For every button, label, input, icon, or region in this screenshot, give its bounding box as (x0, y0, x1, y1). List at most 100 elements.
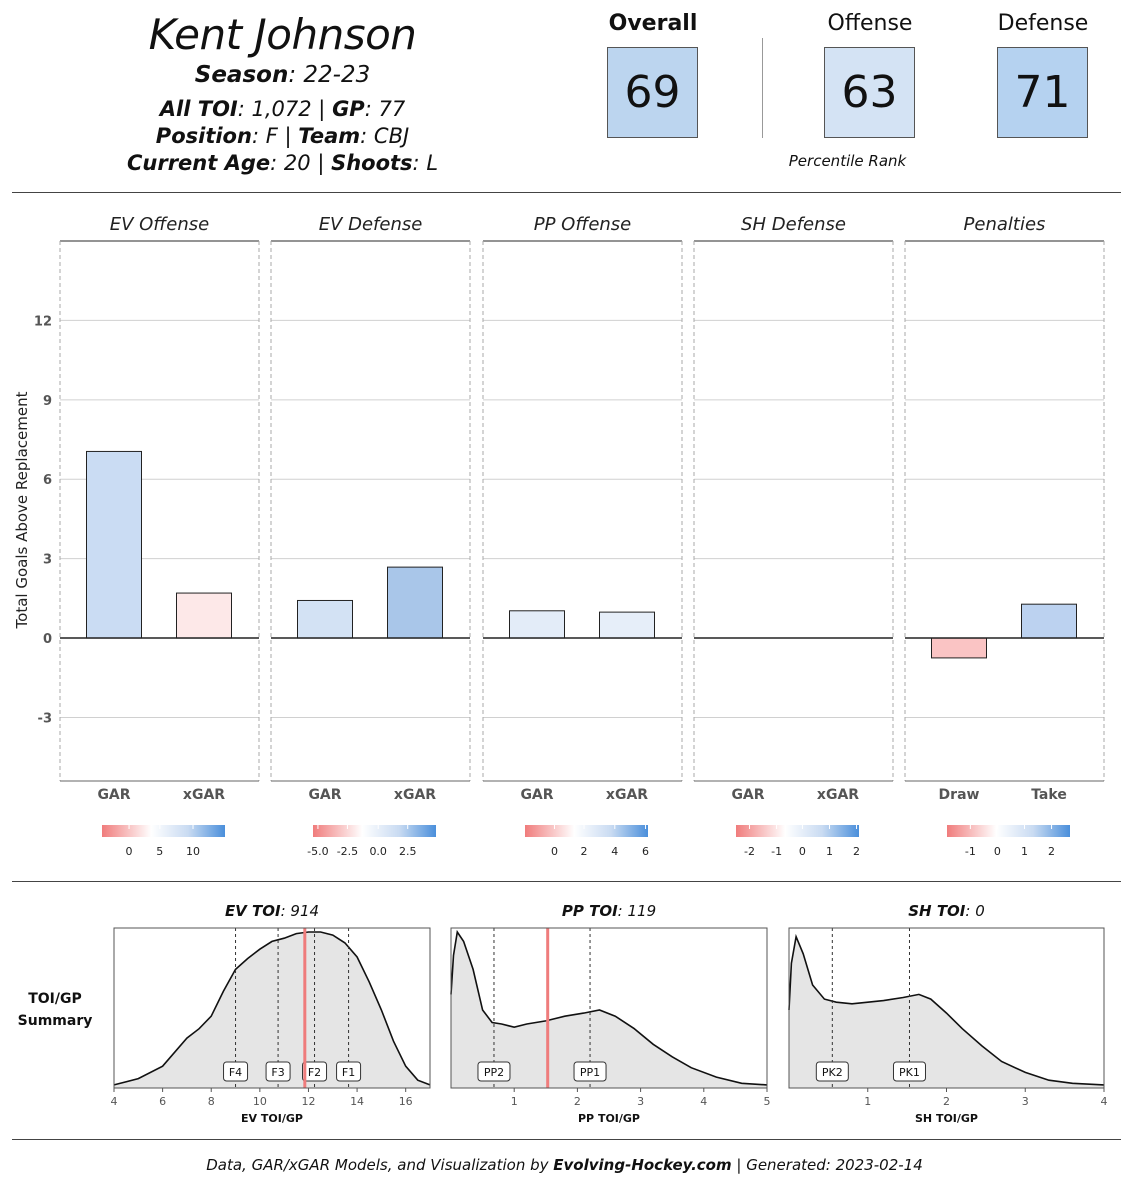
x-tick-label: 4 (111, 1095, 118, 1108)
marker-label: PK2 (822, 1066, 843, 1079)
x-tick-label: 3 (1022, 1095, 1029, 1108)
x-tick-label: 10 (253, 1095, 267, 1108)
x-tick-label: 12 (301, 1095, 315, 1108)
scale-tick-label: 0 (994, 845, 1001, 858)
color-scale-bar (102, 825, 225, 837)
defense-rank-label: Defense (997, 11, 1089, 36)
density-line (788, 933, 1105, 1086)
x-tick-label: 14 (350, 1095, 364, 1108)
x-tick-label: 1 (864, 1095, 871, 1108)
scale-tick-label: 0 (799, 845, 806, 858)
toi-panel-title: PP TOI: 119 (562, 902, 656, 920)
marker-label-box (336, 1061, 362, 1082)
toi-title-label: SH TOI (908, 902, 966, 920)
facet-panel: EV Offense GAR xGAR 0 5 10 (59, 214, 260, 858)
footer-divider (12, 1139, 1121, 1140)
color-scale-bar (736, 825, 859, 837)
x-tick-label: 16 (399, 1095, 413, 1108)
y-tick-label: 0 (43, 632, 52, 647)
x-axis-title: PP TOI/GP (578, 1112, 640, 1125)
density-area (114, 932, 430, 1088)
x-tick-label: 2 (574, 1095, 581, 1108)
age-value: 20 (283, 151, 311, 175)
scale-tick-label: 2.5 (399, 845, 417, 858)
percentile-rank-caption: Percentile Rank (788, 152, 907, 170)
scale-tick-label: 2 (853, 845, 860, 858)
toi-panel: EV TOI: 914 F4 F3 F2 F1 4 6 8 10 12 14 16 EV TOI/GP (111, 902, 431, 1125)
section-divider (12, 881, 1121, 882)
marker-label: PP1 (580, 1066, 600, 1079)
scale-tick-label: 1 (826, 845, 833, 858)
overall-rank-label: Overall (608, 11, 698, 36)
toi-panel: SH TOI: 0 PK2 PK1 1 2 3 4 SH TOI/GP (788, 902, 1108, 1125)
x-category-label: xGAR (394, 787, 436, 803)
y-tick-label: 3 (43, 553, 52, 568)
marker-label: PP2 (484, 1066, 504, 1079)
season-line: Season: 22-23 (194, 62, 371, 88)
footer-site: Evolving-Hockey.com (553, 1156, 732, 1174)
density-line (450, 929, 768, 1086)
facet-title: PP Offense (534, 214, 632, 235)
position-value: F (265, 124, 278, 148)
toi-panel: PP TOI: 119 PP2 PP1 1 2 3 4 5 PP TOI/GP (450, 902, 771, 1125)
toi-summary-line-2: Summary (17, 1013, 93, 1029)
season-label: Season (194, 62, 289, 88)
season-value: 22-23 (303, 62, 371, 88)
marker-label-box (265, 1061, 291, 1082)
toi-title-label: EV TOI (225, 902, 281, 920)
team-value: CBJ (373, 124, 410, 148)
x-category-label: GAR (97, 787, 130, 803)
bar-take (1021, 603, 1077, 639)
toi-panel-title: SH TOI: 0 (908, 902, 985, 920)
toi-summary-label: TOI/GP Summary (14, 988, 96, 1032)
x-category-label: xGAR (606, 787, 648, 803)
y-tick-label: 6 (43, 473, 52, 488)
shoots-value: L (426, 151, 439, 175)
gp-value: 77 (378, 97, 406, 121)
defense-rank-value: 71 (997, 47, 1088, 138)
toi-gp-line: All TOI: 1,072 | GP: 77 (159, 97, 406, 121)
footer-suffix: | Generated: 2023-02-14 (731, 1156, 923, 1174)
marker-label: F3 (271, 1066, 284, 1079)
footer: Data, GAR/xGAR Models, and Visualization… (0, 1156, 1129, 1174)
toi-panel-frame (450, 927, 768, 1089)
marker-label-box (302, 1061, 328, 1082)
bar-gar (509, 610, 565, 639)
position-label: Position (155, 124, 252, 148)
x-tick-label: 6 (159, 1095, 166, 1108)
bar-gar (86, 450, 142, 639)
scale-tick-label: 2 (581, 845, 588, 858)
density-line (113, 931, 431, 1086)
scale-tick-label: 4 (611, 845, 618, 858)
y-tick-label: 12 (34, 314, 52, 329)
position-team-line: Position: F | Team: CBJ (155, 124, 410, 148)
toi-value: 1,072 (251, 97, 312, 121)
age-label: Current Age (126, 151, 271, 175)
bar-xgar (599, 611, 655, 639)
x-tick-label: 2 (943, 1095, 950, 1108)
toi-title-label: PP TOI (562, 902, 618, 920)
scale-tick-label: 10 (186, 845, 200, 858)
scale-tick-label: 5 (156, 845, 163, 858)
toi-panel-title: EV TOI: 914 (225, 902, 319, 920)
scale-tick-label: 0.0 (369, 845, 387, 858)
facet-panel: EV Defense GAR xGAR -5.0 -2.5 0.0 2.5 (270, 214, 471, 858)
bar-xgar (387, 566, 443, 639)
player-name: Kent Johnson (148, 10, 417, 59)
scale-tick-label: -2.5 (337, 845, 358, 858)
facet-title: SH Defense (741, 214, 846, 235)
facet-panel: PP Offense GAR xGAR 0 2 4 6 (482, 214, 683, 858)
x-category-label: GAR (731, 787, 764, 803)
marker-label-box (892, 1061, 926, 1082)
toi-summary-line-1: TOI/GP (28, 991, 82, 1007)
overall-rank-value: 69 (607, 47, 698, 138)
x-axis-title: SH TOI/GP (915, 1112, 978, 1125)
scale-tick-label: 6 (642, 845, 649, 858)
facet-panel: Penalties Draw Take -1 0 1 2 (904, 214, 1105, 858)
scale-tick-label: -2 (744, 845, 755, 858)
color-scale-bar (313, 825, 436, 837)
x-category-label: GAR (520, 787, 553, 803)
facet-title: Penalties (964, 214, 1046, 235)
toi-title-value: : 914 (281, 902, 319, 920)
